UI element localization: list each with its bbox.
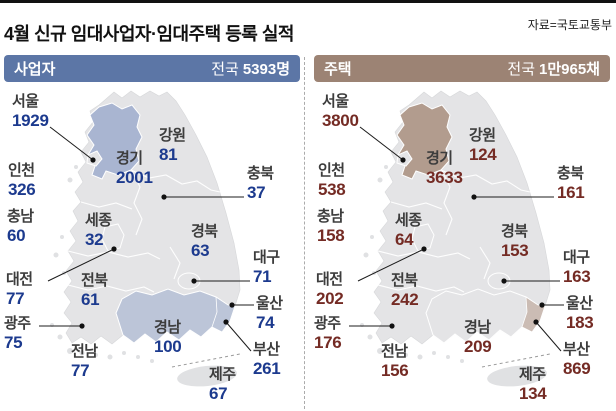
region-label-daegu: 대구 71 [253,249,280,286]
region-label-gyeonggi: 경기 3633 [426,150,463,187]
region-label-seoul: 서울 1929 [12,93,49,130]
source-credit: 자료=국토교통부 [527,18,612,32]
region-label-sejong: 세종 64 [395,212,422,249]
region-label-gyeonggi: 경기 2001 [116,150,153,187]
top-rule [0,0,616,3]
panel-label: 사업자 [14,61,56,78]
region-label-jeonbuk: 전북 61 [81,272,108,309]
region-label-daegu: 대구 163 [563,249,591,286]
region-label-busan: 부산 261 [253,341,281,378]
panel-header-housing: 주택 전국 1만965채 [314,55,610,82]
panel-total: 전국 1만965채 [507,58,600,79]
region-label-daejeon: 대전 202 [316,271,344,308]
panel-label: 주택 [324,61,352,78]
panel-business-operators: 사업자 전국 5393명 서울 1929 인천 326 경기 2001 강원 81 충북 3… [4,55,300,411]
region-label-gangwon: 강원 124 [469,127,497,164]
region-label-gyeongbuk: 경북 63 [191,223,218,260]
region-label-ulsan: 울산 183 [566,295,594,332]
region-label-gyeongnam: 경남 209 [464,319,492,356]
region-label-sejong: 세종 32 [85,212,112,249]
region-label-jeonbuk: 전북 242 [391,272,419,309]
region-label-jeonnam: 전남 77 [71,343,98,380]
panel-divider [304,57,305,409]
region-label-jeju: 제주 134 [519,366,547,403]
panel-total: 전국 5393명 [211,58,290,79]
panel-header-business: 사업자 전국 5393명 [4,55,300,82]
total-prefix: 전국 [507,61,536,78]
region-label-incheon: 인천 538 [318,162,346,199]
total-value: 1만965채 [539,61,600,78]
region-label-daejeon: 대전 77 [6,271,33,308]
korea-map-business: 서울 1929 인천 326 경기 2001 강원 81 충북 37 충남 60 세종 32 … [4,85,308,411]
region-label-jeonnam: 전남 156 [381,343,409,380]
region-label-chungbuk: 충북 37 [247,165,274,202]
panel-housing: 주택 전국 1만965채 서울 3800 인천 538 경기 3633 강원 124 충북… [314,55,610,411]
region-label-seoul: 서울 3800 [322,93,359,130]
region-label-gwangju: 광주 75 [4,315,31,352]
region-label-chungbuk: 충북 161 [557,165,585,202]
region-label-chungnam: 충남 60 [7,208,34,245]
korea-map-housing: 서울 3800 인천 538 경기 3633 강원 124 충북 161 충남 158 세종… [314,85,616,411]
region-label-busan: 부산 869 [563,341,591,378]
region-label-gangwon: 강원 81 [159,127,186,164]
total-value: 5393명 [242,61,290,78]
region-label-jeju: 제주 67 [209,366,236,403]
region-label-ulsan: 울산 74 [256,295,283,332]
region-label-gyeongnam: 경남 100 [154,319,182,356]
region-label-chungnam: 충남 158 [317,208,345,245]
page-title: 4월 신규 임대사업자·임대주택 등록 실적 [4,24,294,45]
region-label-gyeongbuk: 경북 153 [501,223,529,260]
region-label-gwangju: 광주 176 [314,315,342,352]
total-prefix: 전국 [211,61,239,78]
region-label-incheon: 인천 326 [8,162,36,199]
